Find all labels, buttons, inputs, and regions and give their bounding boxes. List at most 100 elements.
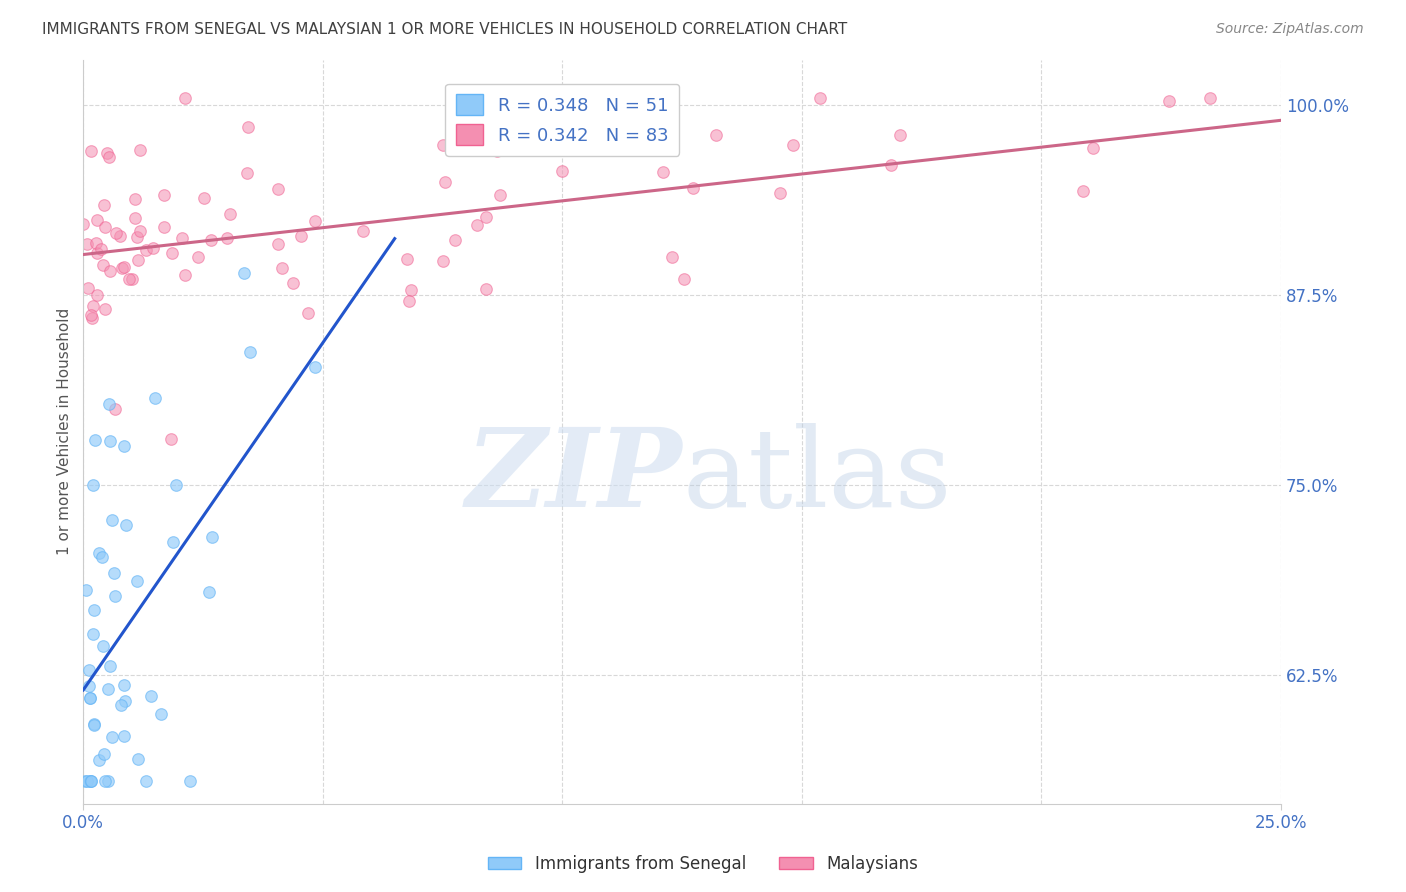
- Point: [75, 583, 97, 598]
- Point: [432, 138, 454, 153]
- Point: [112, 440, 135, 454]
- Point: [112, 729, 135, 743]
- Point: [111, 260, 134, 275]
- Point: [110, 698, 132, 712]
- Point: [76, 774, 98, 789]
- Point: [79, 774, 101, 789]
- Point: [104, 589, 127, 603]
- Point: [187, 251, 209, 265]
- Point: [108, 229, 131, 244]
- Point: [174, 268, 197, 283]
- Point: [353, 224, 375, 238]
- Point: [139, 689, 162, 703]
- Point: [162, 534, 184, 549]
- Point: [150, 707, 173, 722]
- Point: [135, 243, 157, 257]
- Point: [75, 774, 97, 789]
- Point: [129, 224, 152, 238]
- Point: [880, 158, 903, 172]
- Point: [236, 120, 259, 134]
- Point: [93, 774, 115, 789]
- Point: [86, 288, 108, 302]
- Point: [889, 128, 911, 142]
- Point: [124, 211, 146, 226]
- Point: [200, 233, 222, 247]
- Point: [93, 302, 115, 317]
- Point: [84, 236, 107, 251]
- Point: [808, 90, 831, 104]
- Point: [79, 690, 101, 705]
- Point: [112, 678, 135, 692]
- Point: [103, 566, 125, 580]
- Point: [474, 282, 496, 296]
- Point: [1199, 90, 1222, 104]
- Point: [96, 145, 118, 160]
- Legend: Immigrants from Senegal, Malaysians: Immigrants from Senegal, Malaysians: [481, 848, 925, 880]
- Point: [114, 694, 136, 708]
- Point: [91, 639, 114, 653]
- Point: [93, 747, 115, 761]
- Point: [193, 191, 215, 205]
- Point: [83, 717, 105, 731]
- Point: [159, 433, 181, 447]
- Point: [1081, 141, 1104, 155]
- Point: [141, 241, 163, 255]
- Point: [121, 271, 143, 285]
- Point: [267, 236, 290, 251]
- Point: [152, 220, 174, 235]
- Text: ZIP: ZIP: [465, 423, 682, 530]
- Point: [172, 231, 194, 245]
- Point: [104, 401, 127, 416]
- Point: [86, 213, 108, 227]
- Point: [98, 658, 121, 673]
- Point: [201, 530, 224, 544]
- Point: [271, 261, 294, 276]
- Point: [97, 150, 120, 164]
- Point: [90, 242, 112, 256]
- Point: [239, 345, 262, 359]
- Point: [97, 681, 120, 696]
- Point: [93, 197, 115, 211]
- Point: [80, 145, 103, 159]
- Point: [98, 397, 121, 411]
- Point: [1157, 94, 1180, 108]
- Point: [77, 679, 100, 693]
- Point: [432, 254, 454, 268]
- Point: [76, 236, 98, 251]
- Y-axis label: 1 or more Vehicles in Household: 1 or more Vehicles in Household: [58, 308, 72, 556]
- Point: [218, 207, 240, 221]
- Point: [98, 434, 121, 448]
- Text: IMMIGRANTS FROM SENEGAL VS MALAYSIAN 1 OR MORE VEHICLES IN HOUSEHOLD CORRELATION: IMMIGRANTS FROM SENEGAL VS MALAYSIAN 1 O…: [42, 22, 848, 37]
- Point: [488, 188, 510, 202]
- Point: [97, 774, 120, 789]
- Point: [682, 181, 704, 195]
- Text: atlas: atlas: [682, 423, 952, 530]
- Point: [80, 311, 103, 326]
- Point: [82, 627, 104, 641]
- Point: [769, 186, 792, 201]
- Point: [782, 138, 804, 153]
- Point: [82, 299, 104, 313]
- Point: [124, 193, 146, 207]
- Point: [91, 549, 114, 564]
- Point: [87, 546, 110, 560]
- Point: [1071, 184, 1094, 198]
- Point: [283, 276, 305, 290]
- Point: [704, 128, 727, 143]
- Point: [127, 752, 149, 766]
- Point: [304, 214, 326, 228]
- Point: [165, 478, 187, 492]
- Point: [673, 272, 696, 286]
- Point: [80, 774, 103, 789]
- Point: [173, 90, 195, 104]
- Point: [91, 258, 114, 272]
- Point: [143, 391, 166, 405]
- Point: [94, 220, 117, 235]
- Point: [135, 774, 157, 789]
- Point: [125, 574, 148, 588]
- Point: [486, 145, 509, 159]
- Point: [129, 143, 152, 157]
- Point: [233, 266, 256, 280]
- Point: [83, 602, 105, 616]
- Point: [82, 477, 104, 491]
